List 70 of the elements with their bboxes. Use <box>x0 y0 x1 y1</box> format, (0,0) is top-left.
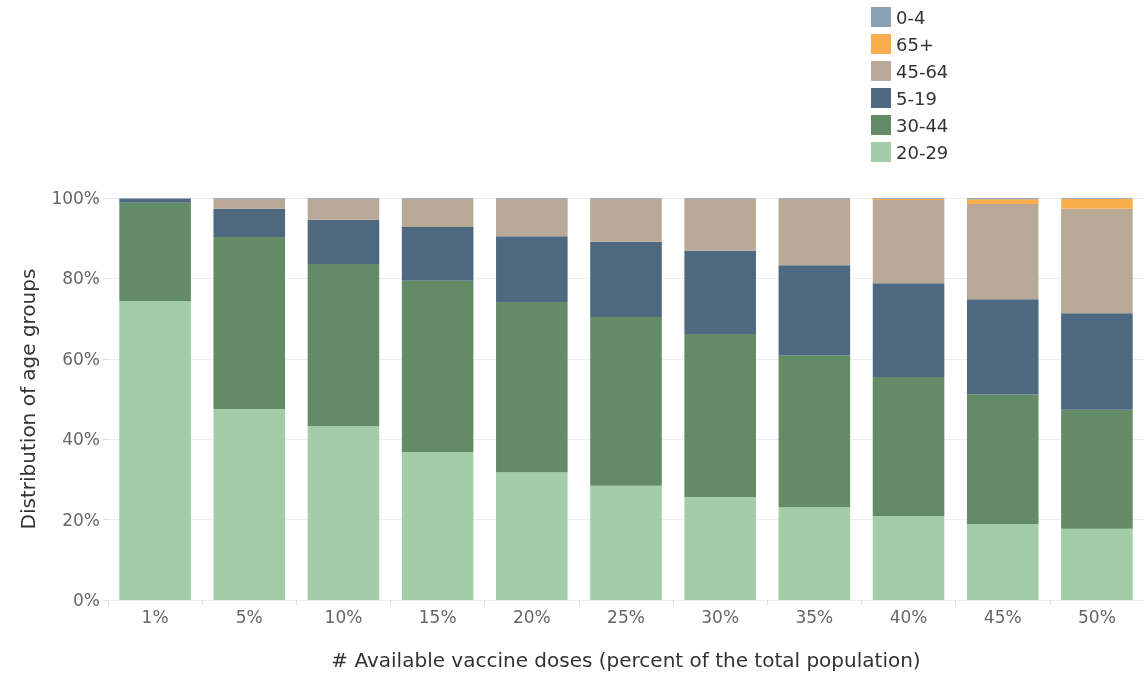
legend-label: 20-29 <box>896 141 949 163</box>
bar <box>213 208 286 237</box>
x-axis-title: # Available vaccine doses (percent of the total population) <box>331 648 921 672</box>
bar <box>778 265 851 356</box>
bar <box>590 198 662 242</box>
x-tick-label: 45% <box>983 606 1022 627</box>
x-tick-label: 10% <box>324 606 363 627</box>
bar <box>307 263 380 426</box>
x-tick-label: 40% <box>889 606 928 627</box>
y-axis-title: Distribution of age groups <box>16 268 40 530</box>
bar <box>213 198 286 209</box>
y-tick-label: 20% <box>62 509 100 530</box>
bar <box>401 198 474 227</box>
bar <box>401 452 474 600</box>
bar <box>213 236 286 410</box>
bar <box>778 198 851 266</box>
bar <box>966 199 1039 205</box>
bar <box>590 485 662 600</box>
bar <box>966 394 1039 525</box>
bar <box>401 280 474 453</box>
y-tick-label: 40% <box>62 429 100 450</box>
legend-label: 30-44 <box>896 114 949 136</box>
bar <box>119 202 191 301</box>
bar <box>1061 409 1133 529</box>
bar <box>684 497 756 600</box>
legend-label: 45-64 <box>896 60 949 82</box>
legend-label: 65+ <box>896 33 934 55</box>
bar <box>119 198 191 203</box>
bar <box>684 333 756 498</box>
bar <box>872 283 945 377</box>
y-tick-label: 0% <box>73 590 100 610</box>
y-tick-label: 80% <box>62 268 100 289</box>
bar <box>684 198 756 251</box>
bar <box>496 236 568 303</box>
x-tick-label: 5% <box>235 606 263 627</box>
x-tick-label: 20% <box>512 606 551 627</box>
x-tick-label: 25% <box>607 606 645 627</box>
bar <box>778 507 851 600</box>
legend-label: 0-4 <box>896 6 926 28</box>
bar <box>119 300 191 600</box>
bar <box>496 302 568 473</box>
bar <box>872 376 945 516</box>
bar <box>307 219 380 264</box>
bar <box>213 409 286 600</box>
bar <box>966 299 1039 395</box>
bar <box>778 355 851 508</box>
bar <box>966 524 1039 600</box>
bar <box>1061 198 1133 209</box>
bar <box>1061 208 1133 314</box>
bar <box>590 316 662 486</box>
x-tick-label: 1% <box>141 606 169 627</box>
y-tick-label: 100% <box>51 188 100 208</box>
legend-label: 5-19 <box>896 87 937 109</box>
bar <box>401 226 474 281</box>
bar <box>1061 528 1133 600</box>
bar <box>966 204 1039 300</box>
bar <box>496 472 568 600</box>
bar <box>1061 313 1133 410</box>
x-tick-label: 15% <box>418 606 457 627</box>
bar <box>307 198 380 220</box>
x-tick-label: 35% <box>795 606 834 627</box>
bar <box>872 515 945 600</box>
x-tick-label: 30% <box>701 606 740 627</box>
bar <box>590 241 662 317</box>
bar <box>684 250 756 334</box>
bar <box>496 198 568 237</box>
bar <box>872 200 945 284</box>
bar <box>307 425 380 600</box>
y-tick-label: 60% <box>62 348 100 369</box>
x-tick-label: 50% <box>1078 606 1116 627</box>
